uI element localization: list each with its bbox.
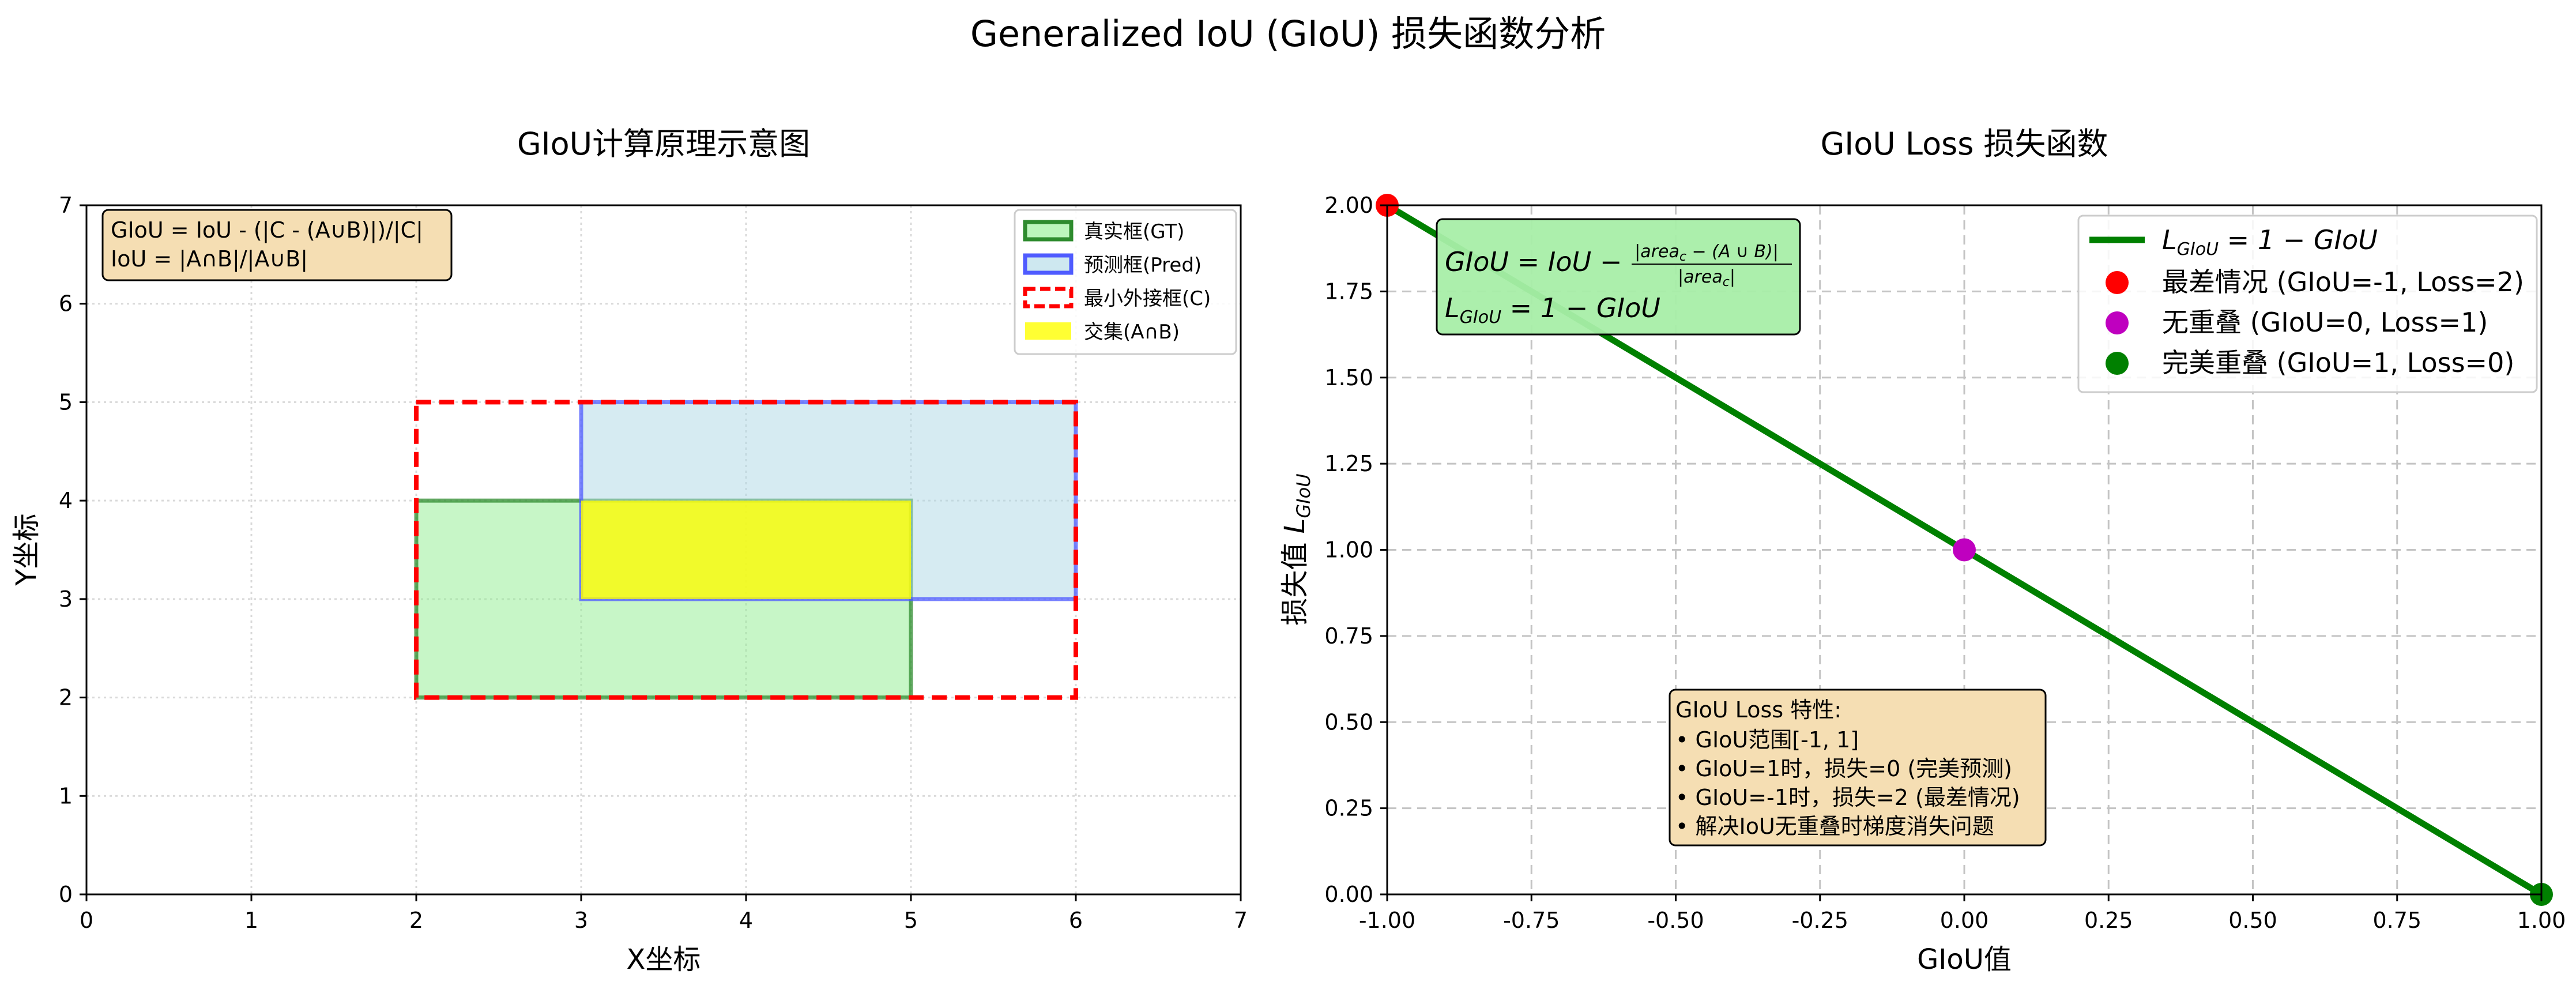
enclosing-box xyxy=(414,400,1078,700)
left-y-tick-label: 2 xyxy=(59,685,73,710)
left-panel-title: GIoU计算原理示意图 xyxy=(517,126,810,162)
left-y-tick-label: 0 xyxy=(59,882,73,907)
left-x-tick-label: 4 xyxy=(739,908,753,933)
left-x-tick-label: 3 xyxy=(574,908,588,933)
right-y-tick-label: 0.25 xyxy=(1324,796,1373,821)
giou-loss-formula: LGIoU = 1 − GIoU xyxy=(1445,292,1660,328)
right-panel: GIoU Loss 损失函数 -1.00 -0.75 -0.50 -0.25 0.00 0… xyxy=(1279,126,2566,976)
right-x-tick-label: -1.00 xyxy=(1359,908,1415,933)
legend-label-no-overlap-point: 无重叠 (GIoU=0, Loss=1) xyxy=(2162,307,2488,338)
legend-swatch-intersection-box xyxy=(1025,322,1071,340)
no-overlap-point xyxy=(1953,538,1976,562)
left-x-tick-label: 6 xyxy=(1069,908,1083,933)
right-x-tick-label: -0.25 xyxy=(1792,908,1848,933)
legend-label-pred-box: 预测框(Pred) xyxy=(1084,254,1202,277)
left-y-tick-label: 4 xyxy=(59,488,73,513)
left-legend-frame xyxy=(1014,209,1237,355)
legend-swatch-perfect-overlap-point xyxy=(2106,352,2129,375)
left-axes-frame xyxy=(85,204,1242,896)
right-y-tick-label: 0.00 xyxy=(1324,882,1373,907)
right-legend: LGIoU = 1 − GIoU 最差情况 (GIoU=-1, Loss=2) 无… xyxy=(2077,215,2538,393)
right-x-tick-label: 0.50 xyxy=(2228,908,2277,933)
right-x-tick-label: 1.00 xyxy=(2517,908,2566,933)
left-formula-annotation: GIoU = IoU - (|C - (A∪B)|)/|C| IoU = |A∩… xyxy=(101,209,453,281)
properties-line-4: • 解决IoU无重叠时梯度消失问题 xyxy=(1675,814,1994,839)
right-y-axis-label: 损失值 LGIoU xyxy=(1279,473,1315,625)
legend-swatch-gt-box xyxy=(1023,220,1074,242)
legend-label-intersection-box: 交集(A∩B) xyxy=(1084,321,1180,344)
right-x-tick-label: 0.00 xyxy=(1940,908,1989,933)
right-y-tick-label: 1.50 xyxy=(1324,365,1373,390)
legend-label-loss-line: LGIoU = 1 − GIoU xyxy=(2162,224,2378,259)
left-boxes xyxy=(414,400,1078,700)
left-y-tick-label: 5 xyxy=(59,389,73,415)
left-x-tick-label: 0 xyxy=(80,908,93,933)
legend-swatch-no-overlap-point xyxy=(2106,311,2129,334)
right-properties-box xyxy=(1669,689,2047,847)
right-x-tick-label: -0.75 xyxy=(1503,908,1560,933)
legend-label-perfect-overlap-point: 完美重叠 (GIoU=1, Loss=0) xyxy=(2162,347,2514,378)
left-y-axis-label: Y坐标 xyxy=(10,513,43,586)
left-x-tick-label: 1 xyxy=(244,908,258,933)
giou-formula-denominator: |areac| xyxy=(1678,267,1735,289)
left-formula-box xyxy=(101,209,453,281)
properties-title: GIoU Loss 特性: xyxy=(1675,697,1841,723)
right-legend-frame xyxy=(2077,215,2538,393)
legend-swatch-pred-box xyxy=(1023,253,1074,275)
right-x-tick-label: 0.25 xyxy=(2084,908,2133,933)
left-x-tick-label: 7 xyxy=(1234,908,1248,933)
legend-swatch-worst-case-point xyxy=(2106,271,2129,294)
left-x-tick-label: 2 xyxy=(409,908,423,933)
legend-label-enclosing-box: 最小外接框(C) xyxy=(1084,287,1211,310)
right-y-tick-label: 1.25 xyxy=(1324,451,1373,476)
left-legend: 真实框(GT) 预测框(Pred) 最小外接框(C) 交集(A∩B) xyxy=(1014,209,1237,355)
left-y-tick-label: 6 xyxy=(59,291,73,317)
left-panel: GIoU计算原理示意图 0 1 2 3 4 5 6 7 0 1 2 3 4 5 6 7 X坐标 Y坐标 GIo… xyxy=(10,126,1248,976)
left-formula-line-1: GIoU = IoU - (|C - (A∪B)|)/|C| xyxy=(111,217,423,243)
giou-formula-numerator: |areac − (A ∪ B)| xyxy=(1635,242,1779,264)
properties-line-2: • GIoU=1时，损失=0 (完美预测) xyxy=(1675,756,2012,781)
right-y-tick-label: 1.75 xyxy=(1324,279,1373,304)
left-y-tick-label: 1 xyxy=(59,783,73,808)
giou-formula-lhs: GIoU = IoU − xyxy=(1445,246,1622,277)
figure-suptitle: Generalized IoU (GIoU) 损失函数分析 xyxy=(970,13,1606,55)
left-x-axis-label: X坐标 xyxy=(627,943,701,976)
right-formula-box xyxy=(1436,218,1801,336)
properties-line-1: • GIoU范围[-1, 1] xyxy=(1675,727,1859,753)
legend-swatch-enclosing-box xyxy=(1023,287,1074,309)
right-y-tick-label: 1.00 xyxy=(1324,537,1373,563)
right-panel-title: GIoU Loss 损失函数 xyxy=(1820,126,2108,162)
left-formula-line-2: IoU = |A∩B|/|A∪B| xyxy=(111,246,308,272)
right-x-tick-label: 0.75 xyxy=(2372,908,2421,933)
left-ticks: 0 1 2 3 4 5 6 7 0 1 2 3 4 5 6 7 xyxy=(59,193,1248,933)
intersection-box xyxy=(581,501,911,599)
right-y-tick-label: 0.75 xyxy=(1324,623,1373,649)
right-y-tick-label: 2.00 xyxy=(1324,193,1373,218)
right-properties-annotation: GIoU Loss 特性: • GIoU范围[-1, 1] • GIoU=1时，… xyxy=(1669,689,2047,847)
legend-label-worst-case-point: 最差情况 (GIoU=-1, Loss=2) xyxy=(2162,266,2524,298)
right-formula-annotation: GIoU = IoU − |areac − (A ∪ B)| |areac| L… xyxy=(1436,218,1801,336)
left-y-tick-label: 3 xyxy=(59,586,73,612)
right-ticks: -1.00 -0.75 -0.50 -0.25 0.00 0.25 0.50 0.75 1.00… xyxy=(1324,193,2566,933)
right-x-axis-label: GIoU值 xyxy=(1917,943,2012,976)
left-x-tick-label: 5 xyxy=(904,908,918,933)
right-y-tick-label: 0.50 xyxy=(1324,709,1373,735)
legend-label-gt-box: 真实框(GT) xyxy=(1084,220,1184,243)
left-y-tick-label: 7 xyxy=(59,193,73,218)
right-x-tick-label: -0.50 xyxy=(1647,908,1704,933)
properties-line-3: • GIoU=-1时，损失=2 (最差情况) xyxy=(1675,785,2020,810)
